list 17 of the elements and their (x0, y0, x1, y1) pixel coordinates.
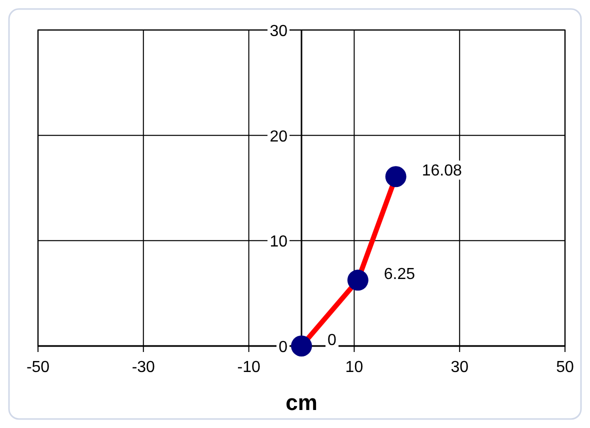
x-tick-label: 10 (345, 359, 364, 376)
x-tick-label: 50 (556, 359, 574, 376)
y-tick-label: 0 (278, 339, 288, 356)
x-axis-title: cm (286, 390, 318, 415)
y-tick-label: 30 (270, 23, 288, 40)
y-tick-label: 10 (270, 234, 288, 251)
data-label: 16.08 (422, 162, 462, 180)
x-tick-label: -10 (237, 359, 260, 376)
x-tick-label: -30 (132, 359, 156, 376)
point (385, 166, 406, 188)
data-label: 6.25 (384, 266, 416, 284)
x-tick-label: 30 (450, 359, 469, 376)
data-label: 0 (328, 332, 336, 349)
y-tick-label: 20 (270, 128, 288, 146)
point (291, 336, 312, 356)
x-tick-label: -50 (26, 359, 50, 376)
point (347, 270, 368, 291)
